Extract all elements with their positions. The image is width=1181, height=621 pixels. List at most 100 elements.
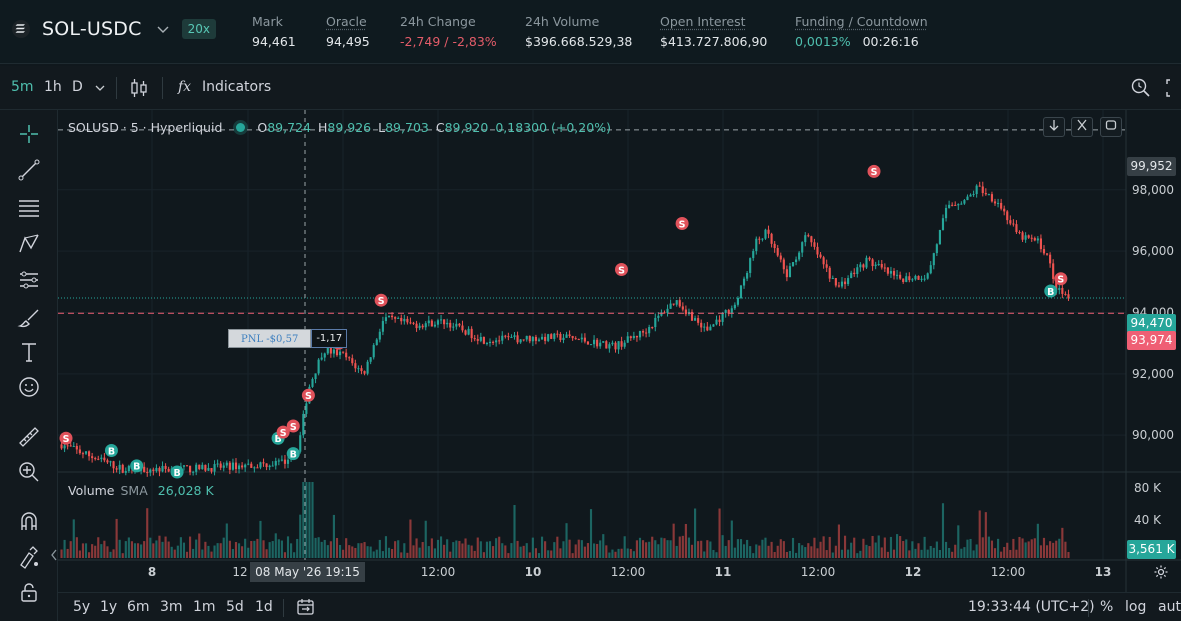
candle-body: [620, 341, 623, 347]
volume-bar: [840, 549, 844, 558]
volume-bar: [850, 542, 853, 558]
volume-bar: [198, 533, 201, 558]
text-icon[interactable]: [17, 340, 41, 364]
candle-body: [589, 344, 593, 346]
candle-body: [911, 279, 914, 281]
stat-value: 0,0013% 00:26:16: [795, 34, 928, 49]
candle-body: [975, 185, 978, 195]
crosshair-icon[interactable]: [17, 122, 41, 146]
volume-bar: [553, 542, 556, 558]
fib-retracement-icon[interactable]: [17, 196, 41, 220]
candle-body: [791, 262, 795, 267]
volume-label: Volume: [68, 483, 115, 498]
candle-body: [697, 318, 700, 323]
leverage-badge[interactable]: 20x: [181, 19, 216, 39]
volume-bar: [317, 537, 320, 558]
range-6m[interactable]: 6m: [127, 599, 150, 615]
volume-bar: [458, 540, 461, 558]
chevron-down-icon[interactable]: [95, 84, 105, 92]
marker-dot: [276, 425, 290, 439]
candle-body: [81, 453, 85, 455]
emoji-icon[interactable]: [17, 375, 41, 399]
position-pnl-tag[interactable]: PNL -$0,57 -1,17: [228, 329, 348, 348]
date-range-icon[interactable]: [296, 598, 315, 616]
volume-bar: [124, 541, 127, 558]
volume-bar: [654, 540, 657, 558]
auto-toggle[interactable]: auto: [1158, 599, 1181, 615]
volume-bar: [195, 539, 198, 558]
volume-bar: [427, 546, 430, 558]
range-5y[interactable]: 5y: [73, 599, 91, 615]
volume-bar: [271, 541, 274, 558]
brush-icon[interactable]: [17, 306, 41, 330]
zoom-in-icon[interactable]: [17, 460, 41, 484]
volume-bar: [482, 552, 485, 558]
volume-bar: [84, 543, 88, 558]
volume-bar: [320, 541, 323, 558]
scroll-down-button[interactable]: [1043, 117, 1065, 137]
volume-bar: [158, 535, 161, 558]
volume-bar: [666, 540, 669, 558]
range-5d[interactable]: 5d: [226, 599, 244, 615]
candle-body: [1052, 263, 1055, 279]
volume-bar: [464, 538, 467, 558]
log-toggle[interactable]: log: [1125, 599, 1147, 615]
volume-bar: [730, 520, 733, 558]
volume-bar: [513, 505, 516, 558]
candle-body: [638, 331, 642, 338]
range-1d[interactable]: 1d: [255, 599, 273, 615]
interval-5m[interactable]: 5m: [11, 79, 34, 95]
range-3m[interactable]: 3m: [160, 599, 183, 615]
magnet-icon[interactable]: [17, 510, 41, 534]
volume-bar: [149, 537, 152, 558]
volume-bar: [262, 540, 265, 558]
candle-body: [602, 341, 605, 343]
candle-body: [599, 342, 602, 347]
volume-bar: [739, 539, 743, 558]
candle-body: [522, 339, 525, 341]
volume-bar: [222, 537, 225, 558]
volume-bar: [862, 538, 865, 558]
collapse-arrow-icon[interactable]: [50, 548, 58, 562]
volume-bar: [935, 541, 938, 558]
trend-line-icon[interactable]: [17, 158, 41, 182]
volume-bar: [779, 539, 782, 558]
lock-icon[interactable]: [17, 580, 41, 604]
volume-bar: [143, 541, 146, 558]
candle-body: [819, 254, 822, 258]
percent-toggle[interactable]: %: [1100, 599, 1114, 615]
symbol-selector[interactable]: SOL-USDC 20x: [12, 18, 216, 40]
volume-bar: [837, 524, 840, 558]
projection-icon[interactable]: [17, 268, 41, 292]
candle-body: [1030, 237, 1033, 239]
fullscreen-icon[interactable]: [1166, 79, 1181, 97]
candles-icon[interactable]: [130, 78, 148, 98]
volume-bars: [60, 482, 1070, 558]
price-chart[interactable]: SBBBBSSBSSSSSSBS 98,00096,00094,00092,00…: [58, 110, 1181, 592]
magnifier-clock-icon[interactable]: [1130, 77, 1152, 99]
range-1y[interactable]: 1y: [100, 599, 118, 615]
volume-bar: [951, 551, 954, 558]
lock-drawing-icon[interactable]: [17, 545, 41, 569]
range-1m[interactable]: 1m: [193, 599, 216, 615]
volume-bar: [700, 540, 703, 558]
volume-bar: [813, 537, 816, 558]
maximize-button[interactable]: [1100, 117, 1122, 137]
volume-bar: [443, 544, 446, 558]
candle-body: [185, 465, 189, 467]
pattern-icon[interactable]: [17, 232, 41, 256]
candle-body: [583, 337, 586, 342]
interval-1h[interactable]: 1h: [44, 79, 62, 95]
candle-body: [997, 202, 1000, 204]
collapse-button[interactable]: [1071, 117, 1093, 137]
settings-gear-icon[interactable]: [1153, 564, 1169, 580]
marker-label: B: [274, 434, 281, 445]
ruler-icon[interactable]: [17, 425, 41, 449]
candle-body: [433, 324, 436, 327]
indicators-button[interactable]: Indicators: [202, 79, 272, 95]
interval-d[interactable]: D: [72, 79, 83, 95]
candle-body: [519, 339, 522, 343]
volume-bar: [785, 551, 788, 558]
clock-time[interactable]: 19:33:44 (UTC+2): [968, 599, 1095, 615]
candle-body: [635, 335, 638, 338]
